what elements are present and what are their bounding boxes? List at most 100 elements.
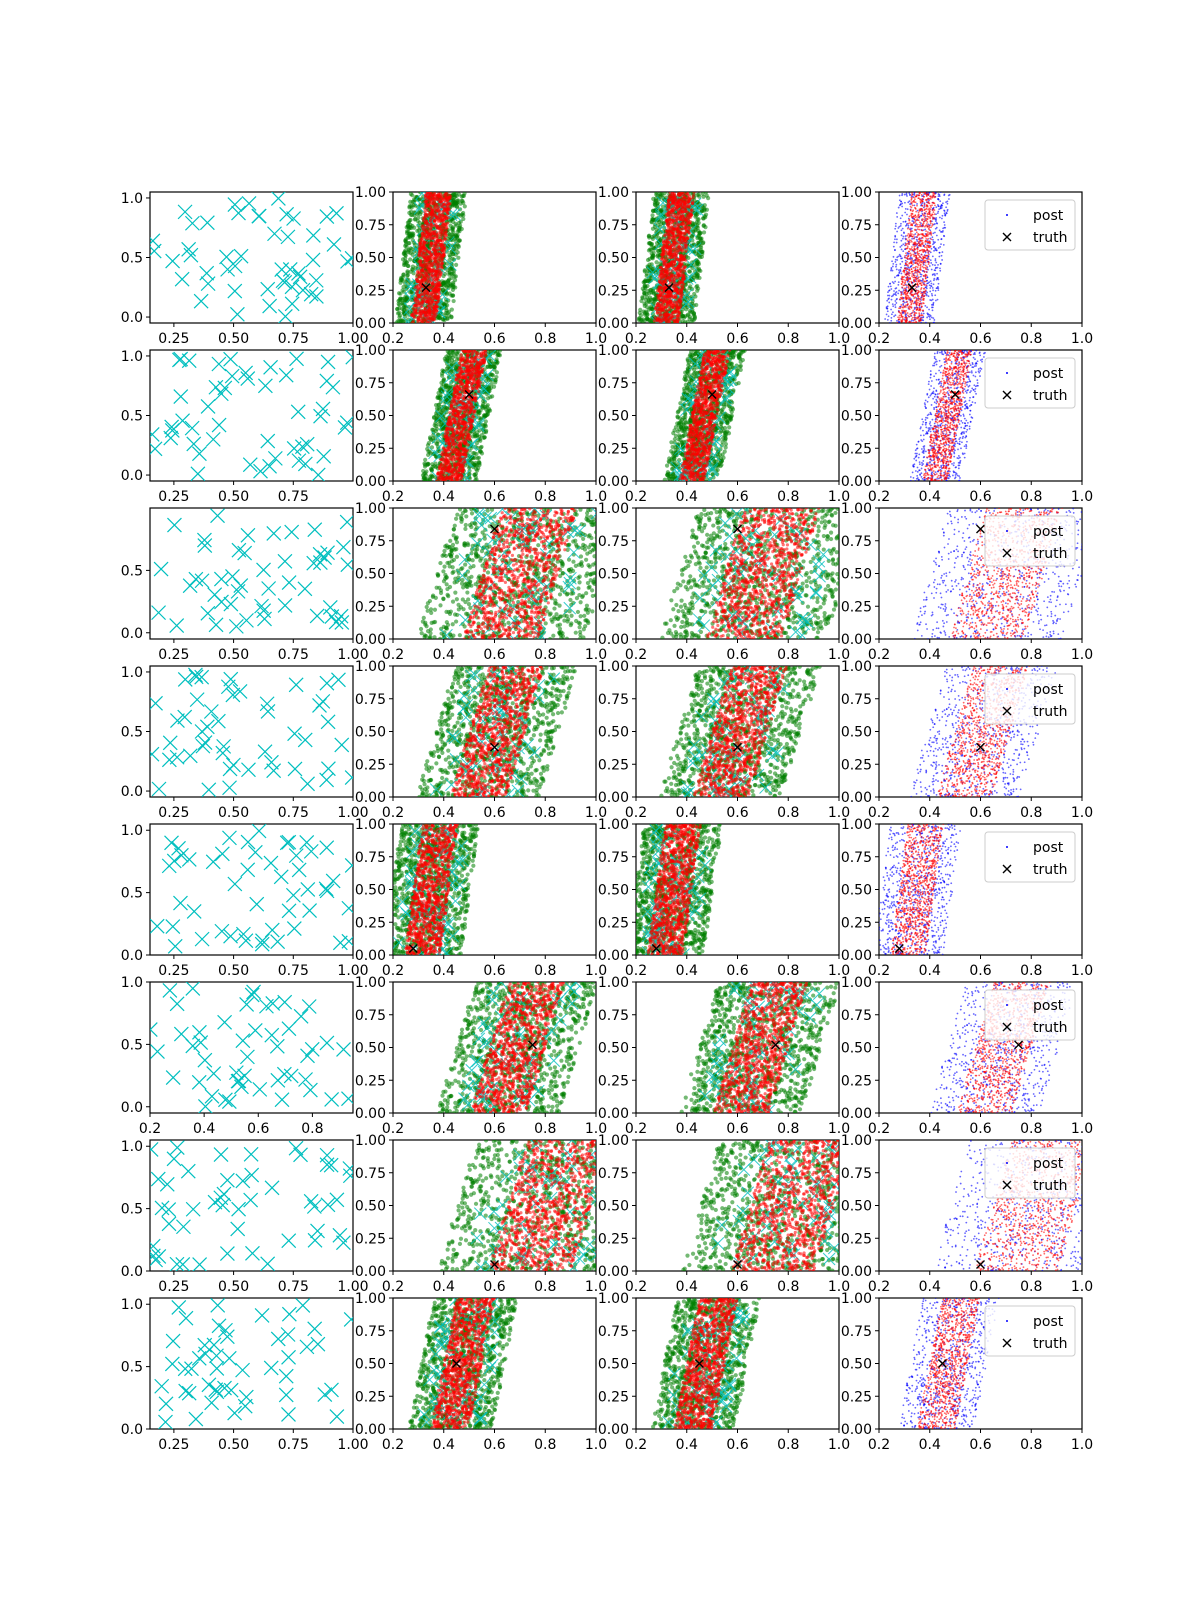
post-blue-point — [906, 213, 908, 216]
obs-marker — [279, 206, 295, 222]
obs-marker — [280, 229, 296, 245]
post-red-point — [910, 294, 913, 297]
posterior-a-point — [687, 269, 693, 274]
posterior-b-point — [432, 199, 436, 204]
posterior-b-point — [441, 222, 445, 226]
post-blue-point — [908, 267, 911, 269]
posterior-b-point — [681, 274, 685, 278]
posterior-b-point — [438, 219, 442, 223]
post-blue-point — [896, 216, 899, 218]
posterior-b-point — [683, 196, 687, 200]
posterior-b-point — [666, 276, 670, 280]
post-red-point — [911, 263, 914, 266]
posterior-a-point — [642, 318, 647, 323]
posterior-b-point — [422, 240, 427, 244]
posterior-b-point — [414, 301, 418, 305]
post-blue-point — [931, 263, 934, 266]
post-red-point — [902, 300, 905, 303]
post-blue-point — [924, 251, 927, 254]
posterior-b-point — [668, 226, 672, 230]
posterior-b-point — [680, 196, 684, 201]
post-red-point — [914, 201, 917, 204]
post-red-point — [919, 266, 922, 269]
posterior-b-point — [684, 235, 689, 239]
post-red-point — [916, 298, 918, 301]
posterior-a-point — [400, 288, 405, 293]
post-blue-point — [919, 273, 922, 276]
post-blue-point — [896, 230, 899, 233]
post-blue-point — [897, 283, 900, 286]
post-blue-point — [886, 319, 889, 321]
posterior-a-point — [449, 307, 454, 312]
post-red-point — [905, 306, 907, 308]
post-red-point — [906, 312, 909, 314]
post-blue-point — [929, 290, 932, 293]
posterior-a-point — [462, 204, 467, 209]
post-blue-point — [920, 214, 922, 217]
posterior-panel-ytick-label: 0.25 — [355, 283, 386, 299]
post-truth-panel-ytick-label: 0.50 — [841, 251, 872, 267]
obs-marker — [277, 274, 293, 290]
posterior-a-point — [403, 239, 409, 244]
post-red-point — [927, 251, 929, 254]
post-blue-point — [909, 194, 911, 196]
post-blue-point — [895, 298, 898, 301]
posterior-b-point — [677, 246, 681, 250]
posterior-b-point — [418, 247, 423, 251]
posterior-b-point — [684, 249, 688, 253]
posterior-a-point — [418, 211, 423, 217]
obs-marker — [219, 249, 234, 265]
posterior-b-point — [681, 235, 685, 239]
post-blue-point — [906, 280, 909, 283]
post-blue-point — [903, 232, 905, 234]
obs-panel-xtick-label: 0.50 — [218, 331, 249, 347]
post-blue-point — [902, 235, 905, 238]
post-blue-point — [934, 227, 937, 230]
post-blue-point — [916, 203, 918, 205]
posterior-b-point — [446, 207, 450, 211]
posterior-a-point — [417, 197, 422, 202]
posterior-obs-cross — [448, 208, 462, 221]
post-red-point — [906, 272, 909, 275]
posterior-b-point — [442, 235, 446, 240]
post-blue-point — [898, 289, 900, 292]
posterior-a-point — [643, 309, 649, 314]
posterior-obs-cross — [683, 270, 697, 284]
post-blue-point — [939, 200, 942, 203]
posterior-b-point — [662, 279, 666, 283]
posterior-a-point — [441, 273, 446, 279]
posterior-b-point — [661, 271, 665, 275]
posterior-b-point — [430, 262, 434, 266]
posterior-b-point — [421, 273, 425, 277]
post-blue-point — [886, 310, 889, 313]
post-red-point — [909, 222, 911, 224]
posterior-b-point — [438, 227, 442, 231]
posterior-b-point — [427, 307, 432, 311]
posterior-b-point — [423, 208, 427, 212]
obs-marker — [181, 241, 197, 257]
posterior-b-point — [426, 267, 431, 271]
post-blue-point — [899, 217, 902, 220]
post-red-point — [911, 316, 914, 319]
obs-marker — [193, 293, 209, 309]
posterior-points — [394, 192, 467, 323]
posterior-b-point — [437, 212, 441, 217]
obs-panel-xtick-label: 0.25 — [158, 331, 189, 347]
post-blue-point — [894, 261, 897, 263]
posterior-b-point — [415, 273, 419, 277]
posterior-b-point — [415, 305, 419, 309]
posterior-b-point — [416, 287, 420, 291]
posterior-b-point — [658, 298, 662, 302]
post-blue-point — [910, 227, 913, 230]
post-red-point — [920, 314, 923, 316]
post-blue-point — [887, 298, 890, 301]
posterior-a-point — [449, 250, 454, 255]
posterior-a-point — [701, 208, 707, 213]
post-blue-point — [900, 248, 903, 251]
post-blue-point — [895, 263, 898, 266]
posterior-a-point — [703, 212, 709, 217]
posterior-a-point — [454, 262, 459, 267]
post-blue-point — [926, 239, 929, 242]
posterior-a-point — [649, 247, 654, 252]
posterior-obs-cross — [653, 223, 667, 236]
